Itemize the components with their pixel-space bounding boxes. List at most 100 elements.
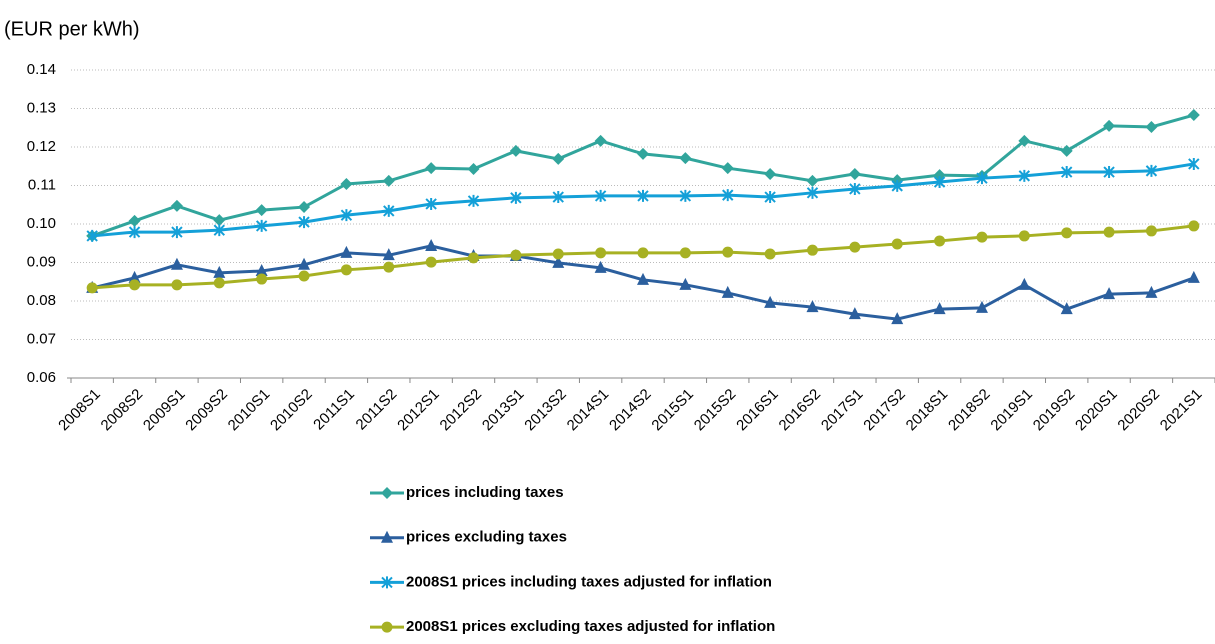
- legend-item: prices including taxes: [370, 484, 564, 501]
- x-tick-label: 2018S1: [903, 386, 952, 435]
- marker: [340, 209, 353, 222]
- x-tick-label: 2013S2: [521, 386, 570, 435]
- marker: [467, 194, 480, 207]
- marker: [975, 300, 988, 313]
- marker: [213, 224, 226, 237]
- marker: [1188, 220, 1200, 232]
- marker: [721, 285, 734, 298]
- x-tick-label: 2017S1: [818, 386, 867, 435]
- legend-marker: [381, 576, 393, 589]
- marker: [637, 147, 649, 160]
- marker: [679, 277, 692, 290]
- x-tick-label: 2012S1: [394, 386, 443, 435]
- marker: [552, 248, 564, 260]
- marker: [467, 162, 480, 175]
- legend-item: prices excluding taxes: [370, 529, 567, 546]
- legend-marker: [381, 621, 393, 633]
- x-tick-label: 2008S1: [55, 386, 104, 435]
- marker: [722, 246, 734, 258]
- marker: [722, 189, 734, 202]
- marker: [425, 197, 437, 210]
- marker: [721, 162, 734, 175]
- x-tick-label: 2018S2: [945, 386, 994, 435]
- marker: [1018, 277, 1031, 290]
- x-tick-label: 2012S2: [437, 386, 486, 435]
- marker: [679, 152, 692, 165]
- marker: [976, 231, 988, 243]
- marker: [1061, 227, 1073, 239]
- marker: [340, 245, 353, 258]
- x-tick-label: 2009S2: [182, 386, 231, 435]
- marker: [468, 252, 480, 264]
- marker: [1103, 166, 1115, 179]
- marker: [848, 307, 861, 320]
- y-tick-label: 0.13: [27, 99, 56, 116]
- marker: [86, 229, 98, 242]
- marker: [1103, 226, 1115, 238]
- marker: [764, 167, 777, 180]
- marker: [1103, 119, 1116, 132]
- marker: [171, 279, 183, 291]
- y-tick-label: 0.09: [27, 253, 56, 270]
- marker: [552, 191, 564, 204]
- marker: [255, 204, 268, 217]
- marker: [1018, 230, 1030, 242]
- marker: [425, 256, 437, 268]
- y-tick-label: 0.14: [27, 61, 56, 78]
- marker: [170, 257, 183, 270]
- marker: [594, 260, 607, 273]
- y-tick-label: 0.11: [28, 176, 56, 193]
- marker: [595, 247, 607, 259]
- marker: [934, 235, 946, 247]
- x-tick-label: 2010S1: [225, 386, 274, 435]
- marker: [128, 270, 141, 283]
- marker: [171, 226, 183, 239]
- x-tick-label: 2008S2: [98, 386, 147, 435]
- x-tick-label: 2019S1: [987, 386, 1036, 435]
- marker: [637, 247, 649, 259]
- x-tick-label: 2015S1: [648, 386, 697, 435]
- marker: [213, 214, 226, 227]
- marker: [298, 257, 311, 270]
- marker: [170, 199, 183, 212]
- marker: [1060, 302, 1073, 315]
- marker: [552, 152, 565, 165]
- legend-marker: [381, 530, 393, 543]
- marker: [806, 174, 819, 187]
- marker: [510, 249, 522, 261]
- marker: [213, 265, 226, 278]
- marker: [255, 263, 268, 276]
- x-tick-label: 2017S2: [860, 386, 909, 435]
- y-tick-label: 0.10: [27, 215, 56, 232]
- marker: [340, 177, 353, 190]
- marker: [594, 134, 607, 147]
- marker: [509, 144, 522, 157]
- x-tick-label: 2014S1: [564, 386, 613, 435]
- marker: [594, 189, 607, 202]
- marker: [891, 312, 904, 325]
- marker: [552, 255, 565, 268]
- marker: [1145, 120, 1158, 133]
- marker: [298, 201, 311, 214]
- legend-marker: [381, 487, 393, 499]
- marker: [383, 261, 395, 273]
- marker: [382, 174, 395, 187]
- marker: [510, 191, 522, 204]
- x-tick-label: 2013S1: [479, 386, 528, 435]
- marker: [298, 270, 310, 282]
- marker: [1103, 287, 1116, 300]
- marker: [891, 179, 903, 192]
- marker: [764, 191, 776, 204]
- marker: [256, 273, 268, 285]
- marker: [382, 248, 395, 261]
- marker: [848, 167, 861, 180]
- marker: [340, 264, 352, 276]
- marker: [1060, 144, 1073, 157]
- marker: [1145, 225, 1157, 237]
- marker: [1187, 109, 1200, 122]
- marker: [1187, 270, 1200, 283]
- marker: [255, 219, 268, 232]
- marker: [383, 204, 395, 217]
